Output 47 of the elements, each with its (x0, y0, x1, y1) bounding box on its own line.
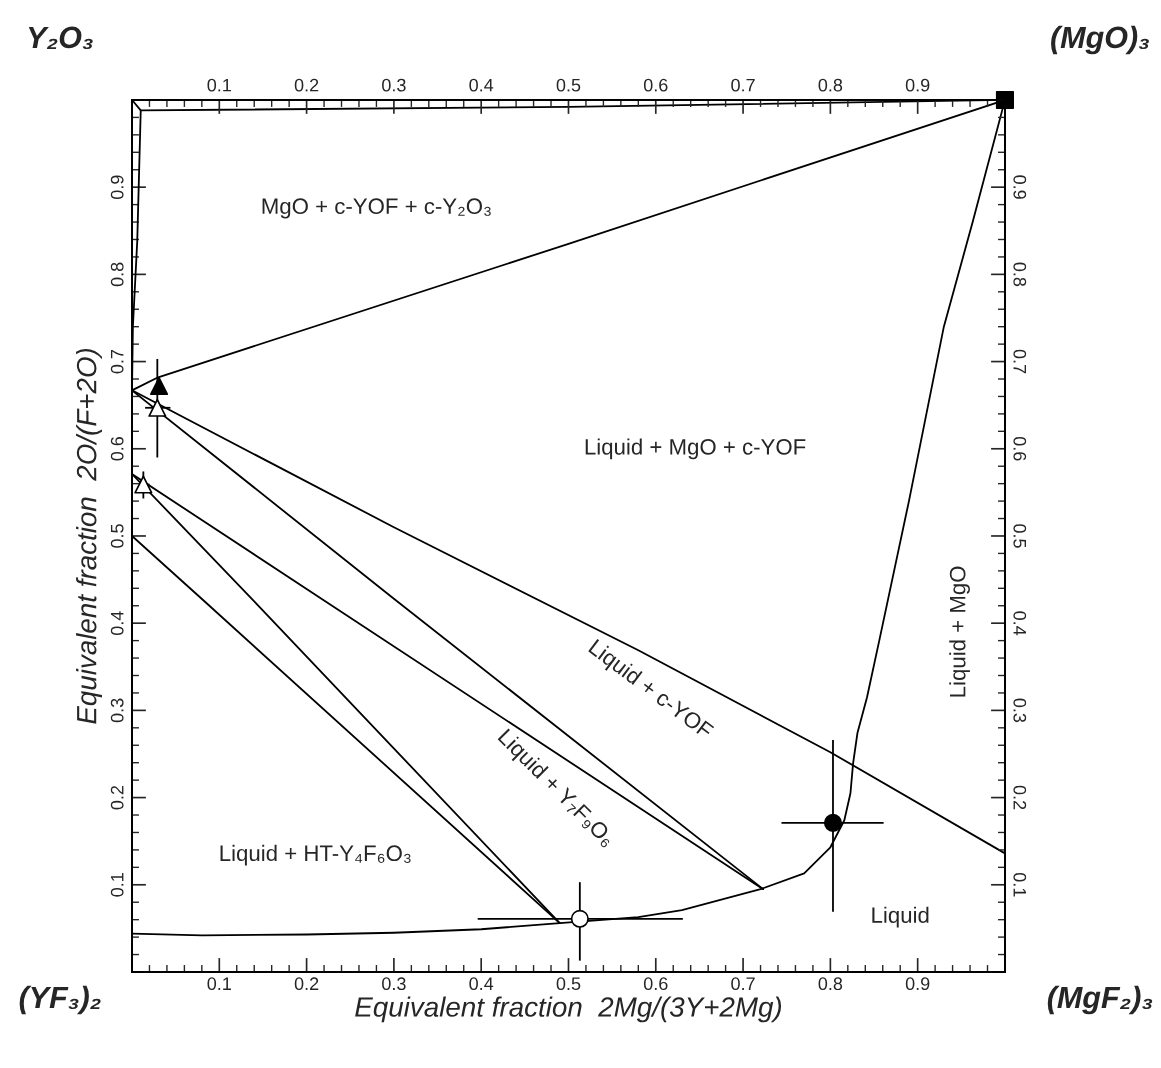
y2-tick-label: 0.3 (1013, 698, 1027, 723)
y-tick-label: 0.9 (110, 175, 124, 200)
y-tick-label: 0.2 (110, 785, 124, 810)
y2-tick-label: 0.9 (1013, 175, 1027, 199)
x2-tick-label: 0.2 (294, 78, 319, 92)
x2-tick-label: 0.8 (818, 78, 843, 92)
x2-tick-label: 0.4 (469, 78, 494, 92)
text: (MgF₂)₃ (1047, 985, 1153, 1015)
y2-tick-label: 0.5 (1013, 524, 1027, 548)
y-tick-label: 0.4 (110, 611, 124, 636)
x2-tick-label: 0.1 (207, 78, 231, 92)
annotation: Liquid + MgO + c-YOF (585, 438, 806, 460)
y-tick-label: 0.3 (110, 698, 124, 723)
annotation: Liquid + HT-Y₄F₆O₃ (220, 844, 411, 866)
x-tick-label: 0.8 (818, 977, 843, 991)
y2-tick-label: 0.4 (1013, 611, 1027, 636)
x-tick-label: 0.7 (731, 977, 755, 991)
y2-tick-label: 0.1 (1013, 872, 1027, 897)
x2-tick-label: 0.5 (556, 78, 581, 92)
y2-tick-label: 0.7 (1013, 349, 1027, 374)
y-tick-label: 0.6 (110, 437, 124, 461)
y-tick-label: 0.1 (110, 873, 124, 897)
x2-tick-label: 0.9 (905, 78, 930, 92)
y-axis-title: Equivalent fraction 2O/(F+2O) (76, 348, 102, 724)
x-tick-label: 0.4 (469, 977, 494, 991)
x-tick-label: 0.5 (556, 977, 581, 991)
text: (MgO)₃ (1051, 25, 1149, 55)
x-tick-label: 0.6 (643, 977, 668, 991)
annotation: MgO + c-YOF + c-Y₂O₃ (262, 198, 491, 219)
y-tick-label: 0.5 (110, 524, 124, 548)
x2-tick-label: 0.3 (382, 78, 406, 92)
y2-tick-label: 0.2 (1013, 785, 1027, 810)
x-tick-label: 0.3 (382, 977, 406, 991)
annotation: Liquid (872, 906, 929, 928)
y2-tick-label: 0.8 (1013, 262, 1027, 287)
x-axis-title: Equivalent fraction 2Mg/(3Y+2Mg) (355, 996, 782, 1023)
text: (YF₃)₂ (19, 985, 101, 1015)
x2-tick-label: 0.6 (643, 78, 668, 92)
x-tick-label: 0.2 (294, 977, 319, 991)
x-tick-label: 0.1 (207, 977, 231, 991)
y2-tick-label: 0.6 (1013, 436, 1027, 461)
x-tick-label: 0.9 (905, 977, 930, 991)
x2-tick-label: 0.7 (731, 78, 755, 92)
y-tick-label: 0.7 (110, 349, 124, 374)
text: Y₂O₃ (28, 26, 93, 50)
annotation: Liquid + MgO (949, 566, 970, 697)
y-tick-label: 0.8 (110, 262, 124, 287)
